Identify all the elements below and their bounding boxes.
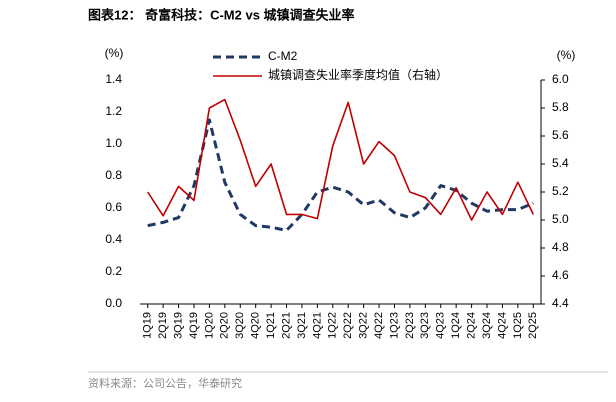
x-tick-label: 1Q24 <box>450 312 462 339</box>
y-tick-label: 0.6 <box>105 200 122 214</box>
x-tick-label: 3Q24 <box>481 312 493 339</box>
chart-title: 图表12： 奇富科技：C-M2 vs 城镇调查失业率 <box>88 7 355 22</box>
x-tick-label: 2Q24 <box>466 312 478 339</box>
y-tick-label: 0.0 <box>105 296 122 310</box>
y2-unit: (%) <box>557 48 576 62</box>
x-tick-label: 3Q19 <box>172 312 184 339</box>
x-tick-label: 2Q20 <box>219 312 231 339</box>
y2-tick-label: 5.4 <box>552 156 569 170</box>
x-tick-label: 1Q23 <box>388 312 400 339</box>
y2-tick-label: 5.2 <box>552 184 569 198</box>
x-tick-label: 3Q23 <box>419 312 431 339</box>
y2-tick-label: 4.4 <box>552 296 569 310</box>
x-tick-label: 1Q21 <box>265 312 277 339</box>
y2-tick-label: 4.6 <box>552 268 569 282</box>
y-tick-label: 1.4 <box>105 72 122 86</box>
x-tick-label: 2Q21 <box>280 312 292 339</box>
y-tick-label: 1.2 <box>105 104 122 118</box>
series-line <box>147 98 535 221</box>
y2-tick-label: 6.0 <box>552 72 569 86</box>
y-tick-label: 1.0 <box>105 136 122 150</box>
x-tick-label: 4Q19 <box>188 312 200 339</box>
legend-label: 城镇调查失业率季度均值（右轴） <box>268 67 448 82</box>
source: 资料来源：公司公告，华泰研究 <box>88 376 242 390</box>
y2-tick-label: 5.8 <box>552 100 569 114</box>
y-unit: (%) <box>105 46 124 60</box>
x-tick-label: 1Q20 <box>203 312 215 339</box>
y-tick-label: 0.4 <box>105 232 122 246</box>
x-tick-label: 3Q20 <box>234 312 246 339</box>
x-tick-label: 1Q22 <box>327 312 339 339</box>
x-tick-label: 4Q20 <box>250 312 262 339</box>
series-line <box>147 118 534 232</box>
x-tick-label: 4Q22 <box>373 312 385 339</box>
x-tick-label: 2Q22 <box>342 312 354 339</box>
x-tick-label: 4Q24 <box>496 312 508 339</box>
x-tick-label: 1Q25 <box>512 312 524 339</box>
x-tick-label: 4Q23 <box>435 312 447 339</box>
y2-tick-label: 5.0 <box>552 212 569 226</box>
x-tick-label: 4Q21 <box>311 312 323 339</box>
x-tick-label: 3Q22 <box>358 312 370 339</box>
x-tick-label: 1Q19 <box>142 312 154 339</box>
x-tick-label: 2Q25 <box>527 312 539 339</box>
y2-tick-label: 5.6 <box>552 128 569 142</box>
y-tick-label: 0.2 <box>105 264 122 278</box>
y-tick-label: 0.8 <box>105 168 122 182</box>
x-tick-label: 2Q23 <box>404 312 416 339</box>
x-tick-label: 3Q21 <box>296 312 308 339</box>
x-tick-label: 2Q19 <box>157 312 169 339</box>
y2-tick-label: 4.8 <box>552 240 569 254</box>
legend-label: C-M2 <box>268 49 298 63</box>
